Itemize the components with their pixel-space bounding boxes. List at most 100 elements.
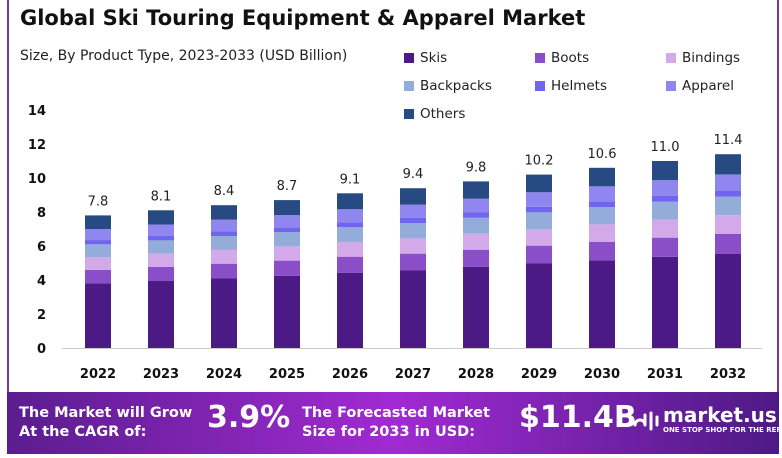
bar-segment-skis	[211, 278, 237, 348]
x-tick-label: 2022	[80, 367, 116, 382]
bar-segment-skis	[463, 266, 489, 348]
logo-icon	[633, 411, 659, 430]
bar-segment-others	[589, 167, 615, 187]
legend-item: Backpacks	[404, 76, 535, 96]
legend-label: Helmets	[551, 78, 607, 94]
x-tick-label: 2030	[584, 367, 620, 382]
total-label: 9.1	[340, 172, 361, 187]
legend-swatch	[666, 81, 676, 91]
legend-swatch	[404, 53, 414, 63]
bar-segment-backpacks	[652, 201, 678, 220]
bar-segment-skis	[337, 272, 363, 348]
bar-segment-boots	[148, 266, 174, 282]
bar-segment-skis	[715, 253, 741, 348]
chart-plot: 0 2 4 6 8 10 12 14 7.8 2022 8.1 2023 8.4 2024 8.7 2025 9…	[28, 104, 762, 382]
legend-item: Others	[404, 104, 535, 124]
x-tick-label: 2032	[710, 367, 746, 382]
legend-swatch	[404, 109, 414, 119]
cagr-label-line1: The Market will Grow	[19, 405, 193, 421]
total-label: 10.6	[588, 147, 617, 162]
y-tick-label: 14	[28, 104, 46, 119]
bar-segment-bindings	[148, 253, 174, 267]
y-tick-label: 12	[28, 138, 46, 153]
y-tick-label: 10	[28, 172, 46, 187]
bar-segment-apparel	[274, 215, 300, 228]
x-tick-label: 2027	[395, 367, 431, 382]
legend-label: Bindings	[682, 50, 741, 66]
forecast-value: $11.4B	[519, 400, 637, 435]
chart-title: Global Ski Touring Equipment & Apparel M…	[20, 6, 586, 30]
total-label: 7.8	[88, 194, 109, 209]
legend-item: Helmets	[535, 76, 666, 96]
bar-segment-helmets	[148, 235, 174, 241]
x-tick-label: 2029	[521, 367, 557, 382]
cagr-value: 3.9%	[207, 400, 291, 435]
legend-label: Boots	[551, 50, 590, 66]
bar-segment-others	[400, 188, 426, 205]
bar-segment-boots	[211, 263, 237, 279]
bar-segment-helmets	[337, 222, 363, 228]
bar-segment-skis	[85, 283, 111, 348]
bar-segment-helmets	[400, 217, 426, 224]
bar-segment-apparel	[148, 224, 174, 236]
bar-segment-backpacks	[463, 217, 489, 234]
bar-segment-skis	[526, 263, 552, 348]
x-tick-label: 2031	[647, 367, 683, 382]
bar-segment-backpacks	[337, 227, 363, 242]
bar-segment-apparel	[463, 198, 489, 213]
legend-label: Others	[420, 106, 466, 122]
legend-swatch	[535, 53, 545, 63]
bar-segment-boots	[400, 253, 426, 271]
bar-segment-bindings	[715, 215, 741, 234]
bar-segment-backpacks	[274, 232, 300, 247]
chart-subtitle: Size, By Product Type, 2023-2033 (USD Bi…	[20, 48, 348, 64]
bar-segment-skis	[589, 260, 615, 348]
bar-segment-backpacks	[211, 236, 237, 250]
bar-segment-helmets	[652, 195, 678, 202]
bar-segment-backpacks	[526, 212, 552, 229]
y-tick-label: 4	[37, 274, 46, 289]
bar-segment-boots	[463, 249, 489, 267]
bar-segment-bindings	[400, 238, 426, 254]
cagr-label-line2: At the CAGR of:	[19, 424, 147, 440]
bar-segment-helmets	[715, 190, 741, 197]
bar-segment-others	[274, 200, 300, 216]
bar-segment-helmets	[526, 206, 552, 213]
legend-label: Backpacks	[420, 78, 492, 94]
total-label: 9.8	[466, 160, 487, 175]
bar-segment-backpacks	[148, 240, 174, 254]
chart-frame	[7, 0, 779, 395]
bar-segment-helmets	[589, 201, 615, 208]
legend-item: Boots	[535, 48, 666, 68]
footer-banner: The Market will Grow At the CAGR of: 3.9%…	[7, 392, 782, 454]
bar-segment-boots	[274, 260, 300, 276]
total-label: 8.1	[151, 189, 172, 204]
brand-tagline: ONE STOP SHOP FOR THE REPORTS	[663, 426, 782, 434]
bar-segment-bindings	[526, 229, 552, 246]
bar-segment-bindings	[211, 249, 237, 264]
cagr-label: The Market will Grow At the CAGR of:	[19, 404, 192, 442]
bar-segment-helmets	[274, 227, 300, 233]
total-label: 10.2	[525, 154, 554, 169]
bar-segment-others	[652, 161, 678, 181]
bar-segment-skis	[400, 270, 426, 348]
bar-segment-others	[211, 205, 237, 220]
bar-segment-bindings	[652, 219, 678, 238]
bar-segment-apparel	[400, 204, 426, 218]
bar-segment-helmets	[85, 240, 111, 245]
x-tick-label: 2023	[143, 367, 179, 382]
legend-item: Apparel	[666, 76, 776, 96]
brand-name: market.us	[663, 403, 777, 427]
bar-segment-boots	[652, 237, 678, 257]
bar-segment-bindings	[463, 233, 489, 250]
total-label: 9.4	[403, 167, 424, 182]
bar-segment-skis	[148, 281, 174, 348]
legend-swatch	[666, 53, 676, 63]
x-tick-label: 2026	[332, 367, 368, 382]
legend-item: Skis	[404, 48, 535, 68]
bar-segment-apparel	[337, 209, 363, 223]
bar-segment-apparel	[589, 186, 615, 202]
bar-segment-bindings	[85, 257, 111, 270]
bar-segment-boots	[337, 256, 363, 273]
y-tick-label: 6	[37, 240, 46, 255]
